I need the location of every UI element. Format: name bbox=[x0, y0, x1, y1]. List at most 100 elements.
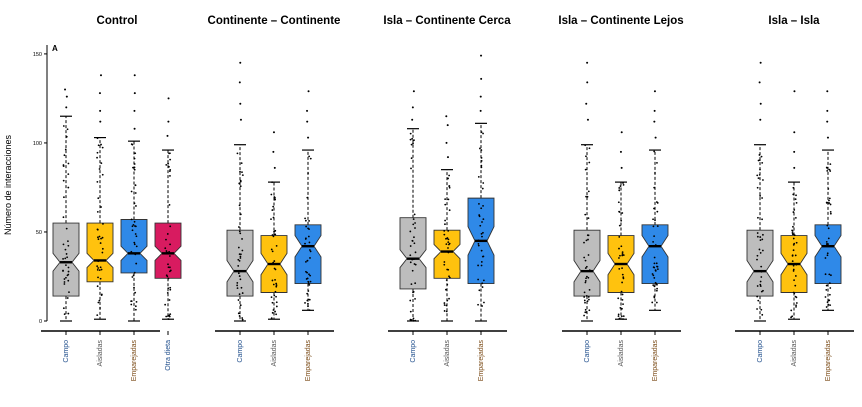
data-point bbox=[828, 168, 831, 171]
data-point bbox=[622, 276, 625, 279]
data-point bbox=[67, 244, 70, 247]
data-point bbox=[481, 282, 484, 285]
data-point bbox=[443, 302, 446, 304]
data-point bbox=[477, 303, 479, 306]
data-point bbox=[67, 240, 69, 243]
data-point bbox=[618, 224, 621, 227]
data-point bbox=[792, 264, 795, 267]
data-point bbox=[102, 223, 104, 225]
data-point bbox=[271, 181, 273, 184]
box-group: Campo bbox=[226, 61, 254, 363]
data-point bbox=[827, 227, 830, 230]
data-point bbox=[304, 219, 307, 222]
data-point bbox=[656, 225, 659, 228]
box-group: Campo bbox=[52, 88, 80, 363]
data-point bbox=[133, 271, 136, 274]
data-point bbox=[444, 219, 447, 222]
data-point bbox=[409, 138, 412, 141]
outlier-point bbox=[64, 88, 67, 91]
box-group: Emparejadas bbox=[814, 90, 842, 381]
data-point bbox=[130, 190, 133, 193]
data-point bbox=[583, 299, 586, 302]
data-point bbox=[169, 174, 171, 177]
data-point bbox=[97, 276, 99, 279]
data-point bbox=[101, 251, 104, 254]
outlier-point bbox=[445, 141, 448, 144]
data-point bbox=[586, 234, 589, 237]
data-point bbox=[651, 273, 654, 275]
data-point bbox=[653, 235, 656, 238]
data-point bbox=[828, 199, 830, 202]
data-point bbox=[275, 295, 277, 298]
data-point bbox=[585, 155, 587, 158]
data-point bbox=[65, 135, 68, 138]
outlier-point bbox=[133, 74, 136, 77]
data-point bbox=[482, 279, 485, 282]
data-point bbox=[794, 254, 797, 257]
data-point bbox=[792, 193, 795, 196]
outlier-point bbox=[586, 81, 589, 84]
data-point bbox=[241, 249, 244, 252]
data-point bbox=[794, 275, 797, 277]
data-point bbox=[795, 241, 798, 244]
data-point bbox=[130, 300, 132, 303]
data-point bbox=[791, 231, 794, 234]
data-point bbox=[622, 303, 624, 306]
data-point bbox=[444, 288, 447, 291]
data-point bbox=[66, 256, 69, 259]
data-point bbox=[68, 291, 70, 294]
data-point bbox=[583, 314, 586, 317]
data-point bbox=[307, 235, 310, 238]
data-point bbox=[237, 265, 240, 267]
data-point bbox=[410, 143, 413, 146]
data-point bbox=[761, 313, 764, 316]
data-point bbox=[412, 218, 415, 221]
data-point bbox=[236, 284, 239, 287]
outlier-point bbox=[133, 127, 136, 130]
category-label: Otra dieta bbox=[165, 340, 172, 371]
data-point bbox=[100, 162, 103, 165]
data-point bbox=[584, 280, 587, 282]
data-point bbox=[132, 274, 135, 277]
data-point bbox=[828, 197, 831, 200]
box-group: Aisladas bbox=[260, 131, 288, 366]
data-point bbox=[272, 235, 275, 238]
data-point bbox=[794, 216, 797, 219]
data-point bbox=[67, 270, 70, 273]
data-point bbox=[100, 268, 103, 271]
data-point bbox=[134, 308, 137, 311]
data-point bbox=[241, 318, 244, 321]
data-point bbox=[306, 292, 309, 295]
data-point bbox=[585, 265, 588, 268]
data-point bbox=[443, 229, 446, 232]
data-point bbox=[587, 238, 589, 241]
data-point bbox=[447, 247, 449, 249]
outlier-point bbox=[793, 166, 796, 169]
data-point bbox=[275, 284, 278, 287]
data-point bbox=[98, 168, 101, 170]
data-point bbox=[135, 205, 137, 207]
data-point bbox=[409, 245, 412, 247]
data-point bbox=[305, 270, 307, 273]
data-point bbox=[656, 268, 659, 271]
data-point bbox=[829, 287, 832, 289]
data-point bbox=[482, 204, 484, 207]
data-point bbox=[445, 310, 448, 313]
data-point bbox=[827, 187, 830, 190]
data-point bbox=[827, 299, 830, 302]
data-point bbox=[65, 264, 67, 267]
outlier-point bbox=[239, 102, 242, 105]
category-label: Campo bbox=[63, 340, 70, 363]
box-group: Emparejadas bbox=[641, 90, 669, 381]
y-tick-label: 100 bbox=[33, 141, 42, 147]
outlier-point bbox=[306, 109, 309, 112]
data-point bbox=[588, 269, 591, 272]
outlier-point bbox=[759, 61, 762, 64]
outlier-point bbox=[479, 109, 482, 112]
outlier-point bbox=[272, 131, 275, 134]
data-point bbox=[446, 299, 449, 302]
data-point bbox=[270, 296, 273, 299]
data-point bbox=[448, 186, 451, 189]
data-point bbox=[583, 296, 586, 298]
data-point bbox=[62, 258, 64, 260]
